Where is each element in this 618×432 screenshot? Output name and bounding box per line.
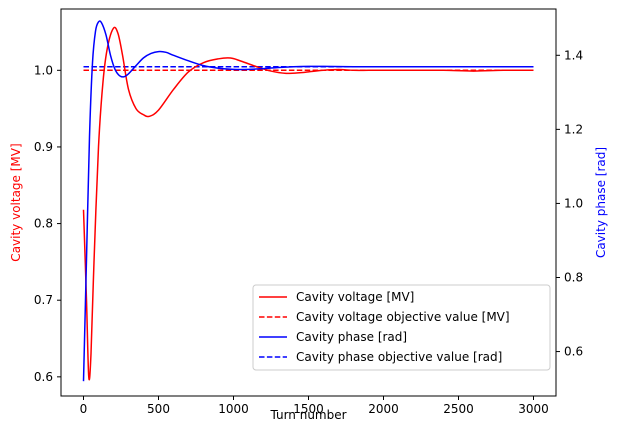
left-y-tick-label: 0.8 <box>34 217 53 231</box>
legend-entry-label: Cavity phase [rad] <box>296 330 407 344</box>
left-y-tick-label: 0.7 <box>34 293 53 307</box>
x-tick-label: 2000 <box>368 402 399 416</box>
right-y-axis-ticks: 0.6 0.8 1.0 1.2 1.4 <box>556 48 583 359</box>
legend-entry-label: Cavity voltage [MV] <box>296 290 414 304</box>
plot-frame <box>60 8 557 397</box>
plot-area <box>82 20 534 382</box>
right-y-tick-label: 1.4 <box>564 48 583 62</box>
legend: Cavity voltage [MV] Cavity voltage object… <box>252 284 551 371</box>
left-y-tick-label: 1.0 <box>34 63 53 77</box>
x-tick-label: 0 <box>80 402 88 416</box>
x-tick-label: 1500 <box>293 402 324 416</box>
left-y-axis-ticks: 0.6 0.7 0.8 0.9 1.0 <box>34 63 61 384</box>
legend-entry-label: Cavity voltage objective value [MV] <box>296 310 510 324</box>
x-tick-label: 3000 <box>518 402 549 416</box>
x-tick-label: 1000 <box>218 402 249 416</box>
legend-entry-label: Cavity phase objective value [rad] <box>296 350 502 364</box>
phase-line <box>82 20 534 382</box>
right-y-tick-label: 1.2 <box>564 122 583 136</box>
right-y-tick-label: 1.0 <box>564 196 583 210</box>
left-y-axis-label: Cavity voltage [MV] <box>9 143 23 261</box>
x-axis-label: Turn number <box>269 408 346 422</box>
x-tick-label: 500 <box>147 402 170 416</box>
right-y-tick-label: 0.6 <box>564 345 583 359</box>
left-y-tick-label: 0.6 <box>34 370 53 384</box>
legend-box <box>252 284 551 371</box>
voltage-line <box>82 26 534 381</box>
left-y-tick-label: 0.9 <box>34 140 53 154</box>
right-y-tick-label: 0.8 <box>564 270 583 284</box>
right-y-axis-label: Cavity phase [rad] <box>594 147 608 258</box>
x-tick-label: 2500 <box>443 402 474 416</box>
x-axis-ticks: 0 500 1000 1500 2000 2500 3000 <box>80 396 549 416</box>
